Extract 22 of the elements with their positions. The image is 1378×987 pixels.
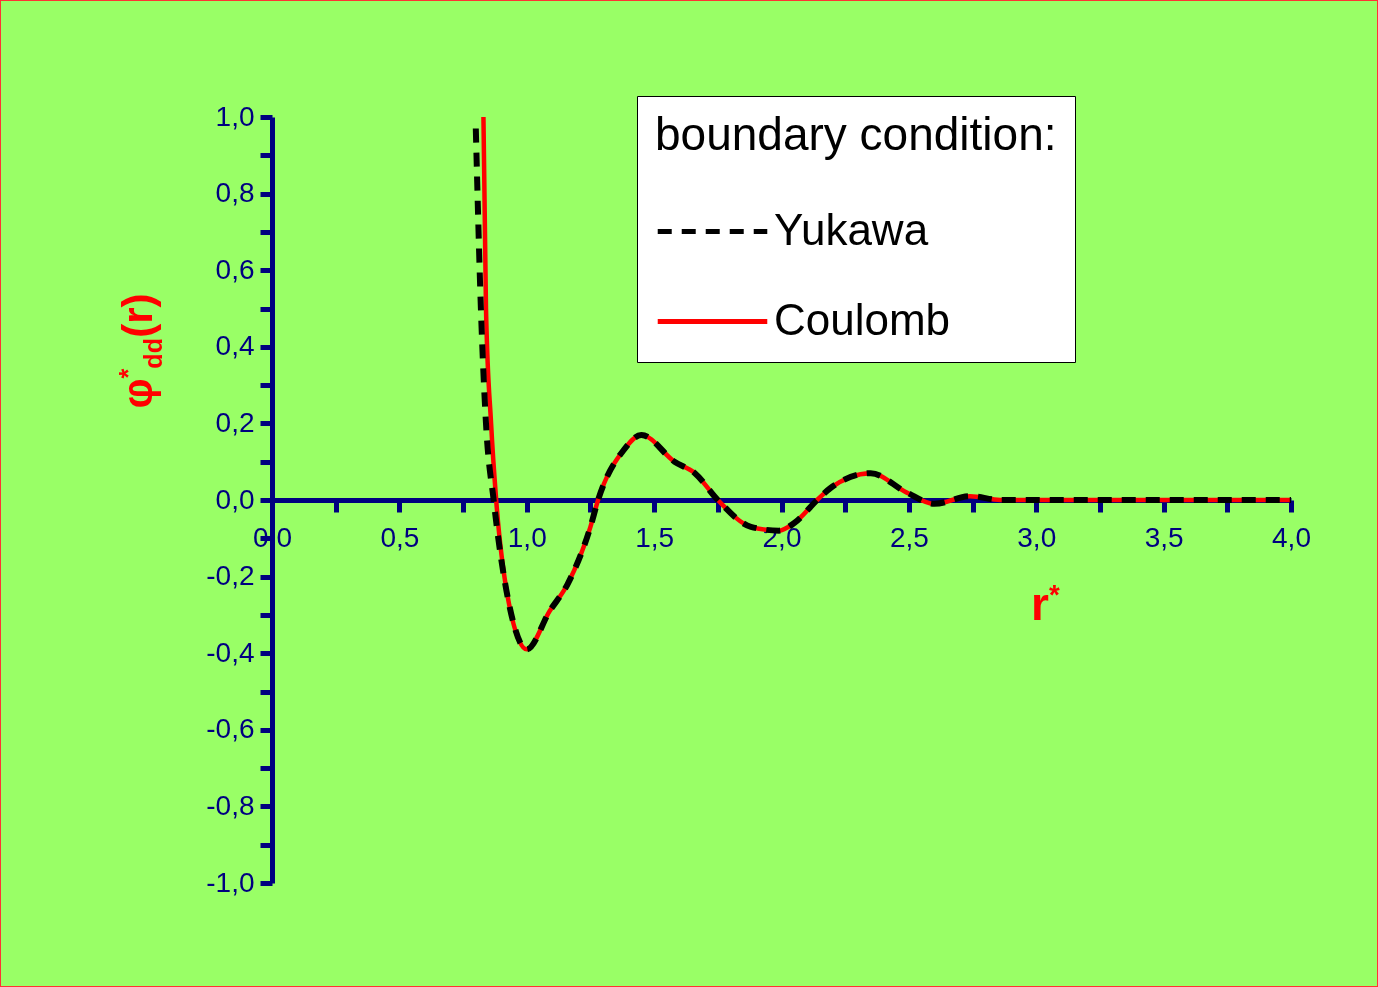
legend-title: boundary condition: — [655, 108, 1057, 160]
y-tick-label: 0,8 — [215, 177, 255, 209]
y-tick-label: 0,2 — [215, 406, 255, 438]
y-tick-label: -0,2 — [206, 560, 255, 592]
x-tick-label: 1,5 — [635, 521, 675, 553]
y-tick-label: -1,0 — [206, 866, 255, 898]
legend-label: Coulomb — [774, 294, 951, 344]
y-tick-label: 0,4 — [215, 330, 255, 362]
legend-label: Yukawa — [774, 204, 929, 254]
x-tick-label: 1,0 — [507, 521, 547, 553]
y-tick-label: 1,0 — [215, 100, 255, 132]
x-tick-label: 2,5 — [889, 521, 929, 553]
x-axis-title: r$^{*}$ — [1031, 578, 1060, 631]
y-tick-label: -0,8 — [206, 789, 255, 821]
y-tick-label: -0,4 — [206, 636, 255, 668]
y-tick-label: 0,6 — [215, 253, 255, 285]
x-tick-label: 3,0 — [1017, 521, 1057, 553]
x-tick-label: 0,5 — [380, 521, 420, 553]
y-tick-label: 0,0 — [215, 483, 255, 515]
x-tick-label: 3,5 — [1144, 521, 1184, 553]
y-tick-label: -0,6 — [206, 713, 255, 745]
x-tick-label: 4,0 — [1272, 521, 1311, 553]
